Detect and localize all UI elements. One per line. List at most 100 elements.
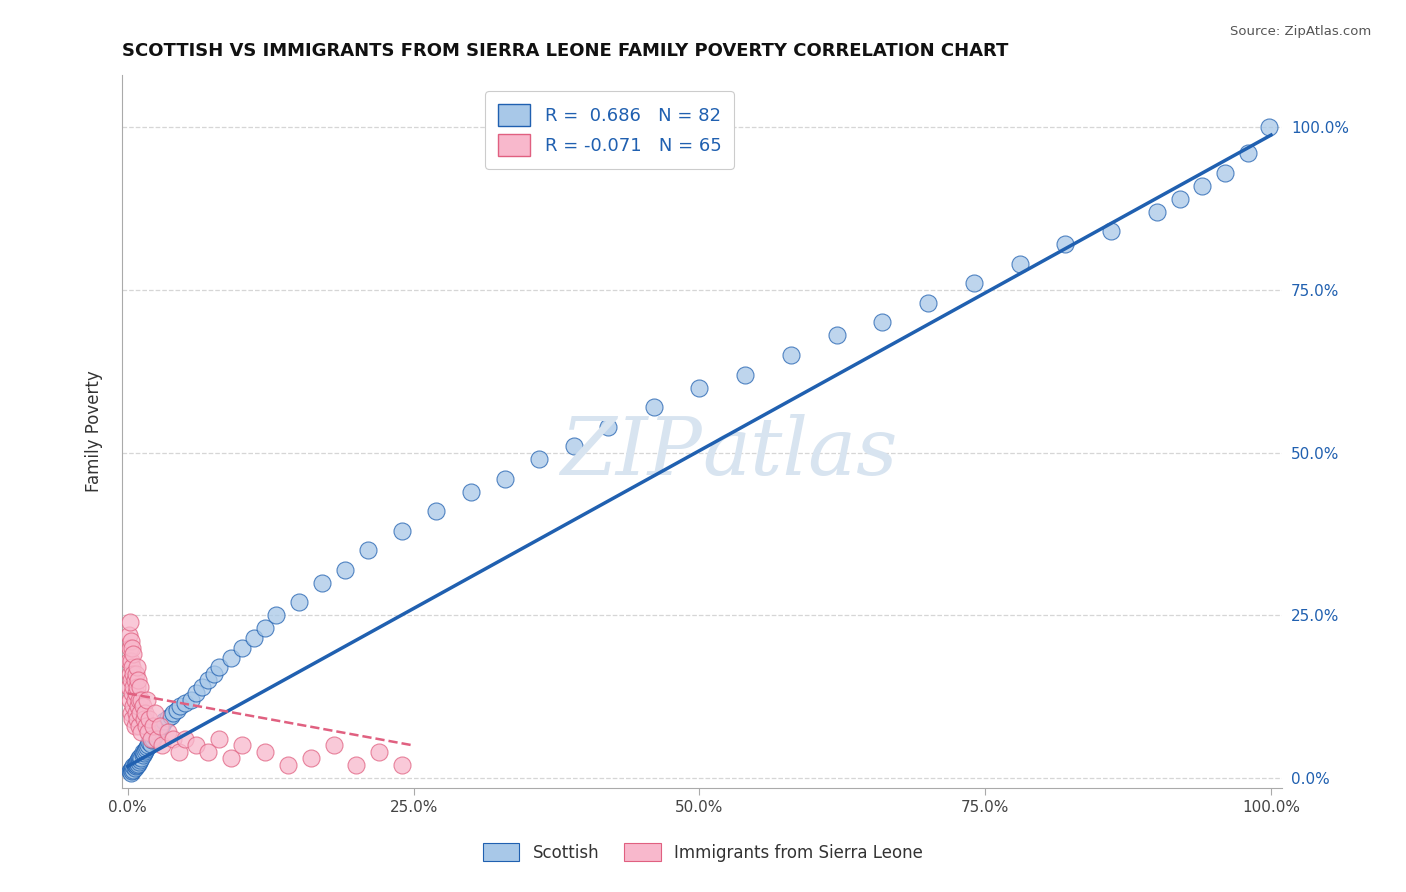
Point	[131, 745, 153, 759]
Point	[127, 673, 149, 688]
Point	[134, 706, 156, 720]
Point	[146, 724, 169, 739]
Point	[139, 731, 162, 746]
Point	[129, 680, 152, 694]
Text: ZIP: ZIP	[561, 414, 702, 491]
Point	[162, 731, 184, 746]
Point	[120, 673, 142, 688]
Point	[120, 654, 142, 668]
Point	[322, 739, 344, 753]
Point	[118, 680, 141, 694]
Point	[231, 640, 253, 655]
Point	[242, 631, 264, 645]
Point	[124, 673, 146, 688]
Point	[346, 758, 368, 772]
Point	[127, 756, 149, 771]
Point	[138, 735, 160, 749]
Point	[208, 660, 231, 674]
Point	[122, 699, 145, 714]
Point	[779, 348, 801, 362]
Point	[963, 277, 986, 291]
Point	[125, 756, 148, 771]
Point	[191, 680, 214, 694]
Point	[142, 719, 165, 733]
Text: SCOTTISH VS IMMIGRANTS FROM SIERRA LEONE FAMILY POVERTY CORRELATION CHART: SCOTTISH VS IMMIGRANTS FROM SIERRA LEONE…	[122, 42, 1008, 60]
Point	[128, 751, 150, 765]
Text: Source: ZipAtlas.com: Source: ZipAtlas.com	[1230, 25, 1371, 38]
Point	[494, 472, 516, 486]
Point	[1099, 224, 1122, 238]
Point	[1168, 192, 1191, 206]
Point	[391, 758, 413, 772]
Point	[122, 759, 145, 773]
Point	[425, 504, 447, 518]
Point	[734, 368, 756, 382]
Point	[266, 608, 288, 623]
Point	[125, 706, 148, 720]
Point	[125, 713, 148, 727]
Point	[153, 714, 176, 728]
Point	[131, 693, 153, 707]
Legend: R =  0.686   N = 82, R = -0.071   N = 65: R = 0.686 N = 82, R = -0.071 N = 65	[485, 91, 734, 169]
Point	[460, 484, 482, 499]
Point	[118, 693, 141, 707]
Point	[180, 693, 202, 707]
Point	[121, 686, 143, 700]
Point	[219, 650, 242, 665]
Point	[156, 725, 179, 739]
Point	[231, 739, 253, 753]
Point	[174, 731, 197, 746]
Point	[149, 720, 172, 734]
Point	[202, 666, 225, 681]
Point	[156, 711, 179, 725]
Point	[596, 419, 619, 434]
Point	[169, 699, 191, 714]
Point	[132, 746, 155, 760]
Point	[186, 739, 208, 753]
Point	[186, 686, 208, 700]
Point	[120, 763, 142, 777]
Point	[131, 748, 153, 763]
Point	[368, 745, 391, 759]
Point	[253, 745, 276, 759]
Point	[253, 621, 276, 635]
Point	[688, 380, 710, 394]
Point	[135, 719, 157, 733]
Point	[118, 640, 141, 655]
Point	[132, 713, 155, 727]
Point	[136, 739, 159, 754]
Point	[121, 764, 143, 779]
Point	[125, 759, 148, 773]
Point	[128, 719, 150, 733]
Point	[562, 439, 585, 453]
Point	[122, 680, 145, 694]
Point	[125, 755, 148, 769]
Point	[129, 706, 152, 720]
Point	[357, 543, 380, 558]
Point	[166, 703, 188, 717]
Point	[160, 709, 183, 723]
Point	[146, 731, 169, 746]
Point	[118, 666, 141, 681]
Point	[162, 706, 184, 720]
Point	[219, 751, 242, 765]
Point	[643, 400, 665, 414]
Point	[122, 763, 145, 777]
Point	[1008, 257, 1031, 271]
Point	[136, 693, 159, 707]
Point	[391, 524, 413, 538]
Point	[529, 452, 551, 467]
Point	[118, 628, 141, 642]
Point	[143, 729, 166, 743]
Point	[149, 719, 172, 733]
Point	[131, 699, 153, 714]
Point	[124, 719, 146, 733]
Point	[1146, 205, 1168, 219]
Point	[118, 764, 141, 779]
Point	[122, 666, 145, 681]
Point	[121, 713, 143, 727]
Point	[138, 725, 160, 739]
Point	[125, 680, 148, 694]
Point	[124, 693, 146, 707]
Point	[150, 739, 173, 753]
